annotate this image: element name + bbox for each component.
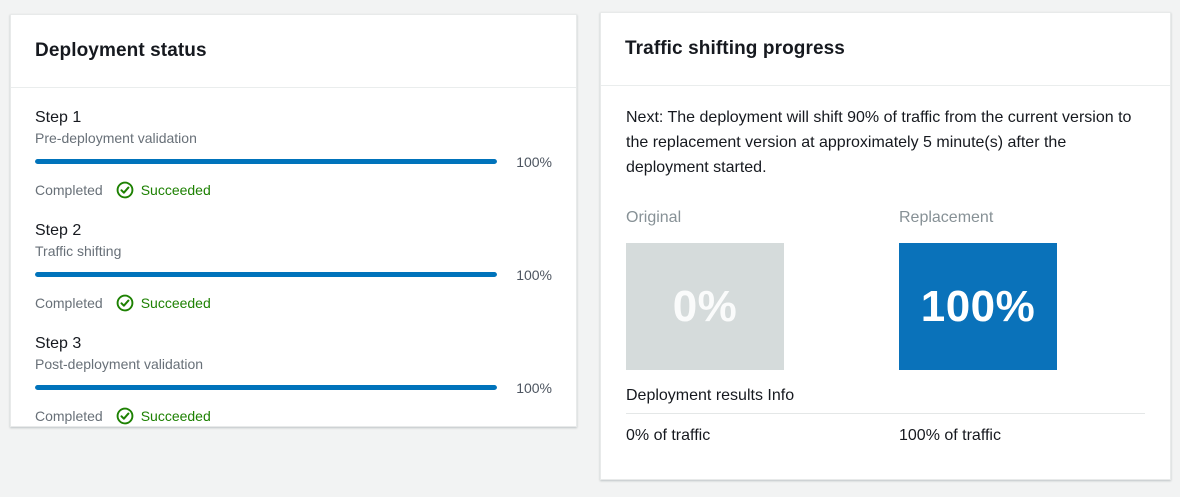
- progress-bar: [35, 272, 497, 277]
- step-description: Traffic shifting: [35, 243, 122, 259]
- replacement-traffic-label: 100% of traffic: [899, 427, 1001, 444]
- step-status-row: Completed Succeeded: [35, 293, 552, 313]
- step-status-row: Completed Succeeded: [35, 406, 552, 426]
- original-label: Original: [626, 209, 682, 226]
- replacement-column: 100%: [899, 243, 1172, 370]
- traffic-shifting-card: Traffic shifting progress Next: The depl…: [600, 12, 1171, 480]
- progress-bar: [35, 385, 497, 390]
- traffic-boxes-row: 0% 100%: [626, 243, 1145, 370]
- traffic-shifting-title: Traffic shifting progress: [625, 38, 845, 59]
- deployment-status-body: Step 1 Pre-deployment validation 100% Co…: [11, 88, 576, 450]
- deployment-results-label: Deployment results: [626, 387, 763, 404]
- progress-bar-fill: [35, 159, 497, 164]
- step-name: Step 1: [35, 109, 82, 126]
- traffic-shifting-body: Next: The deployment will shift 90% of t…: [601, 86, 1170, 470]
- step-description: Pre-deployment validation: [35, 130, 197, 146]
- progress-percent-label: 100%: [516, 153, 552, 170]
- step-status-row: Completed Succeeded: [35, 180, 552, 200]
- progress-percent-label: 100%: [516, 379, 552, 396]
- step-name: Step 3: [35, 335, 82, 352]
- progress-row: 100%: [35, 378, 552, 397]
- deployment-step-3: Step 3 Post-deployment validation 100% C…: [35, 334, 552, 426]
- progress-percent-label: 100%: [516, 266, 552, 283]
- progress-bar-fill: [35, 272, 497, 277]
- replacement-percent: 100%: [920, 281, 1036, 331]
- check-circle-icon: [116, 294, 134, 312]
- version-labels-row: Original Replacement: [626, 207, 1145, 228]
- original-traffic-box: 0%: [626, 243, 784, 370]
- original-column: 0%: [626, 243, 899, 370]
- check-circle-icon: [116, 407, 134, 425]
- completed-label: Completed: [35, 408, 103, 424]
- progress-bar: [35, 159, 497, 164]
- original-percent: 0%: [672, 281, 738, 331]
- progress-bar-fill: [35, 385, 497, 390]
- replacement-traffic-box: 100%: [899, 243, 1057, 370]
- deployment-status-title: Deployment status: [35, 40, 207, 61]
- replacement-column: 100% of traffic: [899, 426, 1172, 446]
- replacement-label: Replacement: [899, 209, 994, 226]
- step-description: Post-deployment validation: [35, 356, 204, 372]
- progress-row: 100%: [35, 265, 552, 284]
- replacement-column: Replacement: [899, 207, 1172, 228]
- completed-label: Completed: [35, 295, 103, 311]
- original-column: Original: [626, 207, 899, 228]
- deployment-results-line: Deployment results Info: [626, 386, 1145, 406]
- deployment-step-1: Step 1 Pre-deployment validation 100% Co…: [35, 108, 552, 200]
- deployment-status-header: Deployment status: [11, 15, 576, 88]
- traffic-shifting-header: Traffic shifting progress: [601, 13, 1170, 86]
- original-column: 0% of traffic: [626, 426, 899, 446]
- succeeded-status-label: Succeeded: [140, 408, 211, 424]
- completed-label: Completed: [35, 182, 103, 198]
- results-divider: [626, 413, 1145, 414]
- step-name: Step 2: [35, 222, 82, 239]
- deployment-status-card: Deployment status Step 1 Pre-deployment …: [10, 14, 577, 427]
- deployment-step-2: Step 2 Traffic shifting 100% Completed: [35, 221, 552, 313]
- next-shift-message: Next: The deployment will shift 90% of t…: [626, 109, 1132, 176]
- traffic-percent-row: 0% of traffic 100% of traffic: [626, 426, 1145, 446]
- check-circle-icon: [116, 181, 134, 199]
- succeeded-status-label: Succeeded: [140, 295, 211, 311]
- info-link[interactable]: Info: [767, 387, 795, 404]
- succeeded-status-label: Succeeded: [140, 182, 211, 198]
- progress-row: 100%: [35, 152, 552, 171]
- original-traffic-label: 0% of traffic: [626, 427, 711, 444]
